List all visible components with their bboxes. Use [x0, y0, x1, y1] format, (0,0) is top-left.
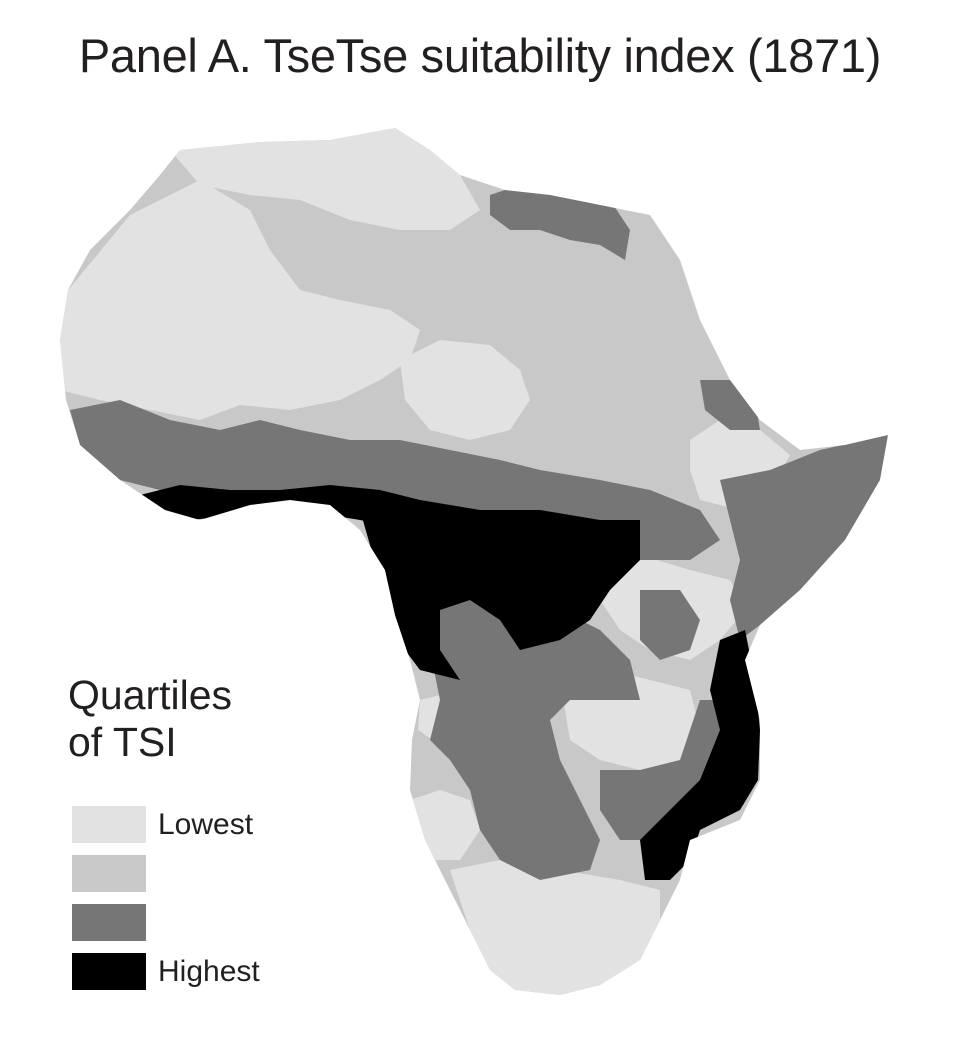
legend-swatch-lowest [72, 806, 146, 843]
legend-swatch-highest [72, 953, 146, 990]
tsi-region-lowest-namibia [410, 790, 480, 860]
tsi-region-third-uganda [640, 590, 700, 660]
tsi-region-lowest-south [450, 860, 660, 995]
legend-label-highest: Highest [158, 955, 260, 988]
tsi-region-lowest-sahara-west [60, 180, 420, 420]
legend-label-lowest: Lowest [158, 808, 254, 841]
tsi-region-highest-mozambique-coast [640, 630, 760, 880]
legend-title: Quartiles of TSI [68, 672, 233, 765]
tsi-region-lowest-chad [400, 340, 530, 440]
legend: Quartiles of TSI Lowest Highest [68, 672, 388, 990]
tsi-region-third-eastafrica [720, 435, 888, 640]
tsi-region-lowest-sahara-north [170, 128, 480, 230]
map-title: Panel A. TseTse suitability index (1871) [78, 29, 882, 82]
tsi-region-third-congo-south [430, 580, 640, 880]
tsi-region-highest-congo [360, 500, 640, 680]
legend-swatch-third [72, 904, 146, 941]
legend-swatch-second [72, 855, 146, 892]
